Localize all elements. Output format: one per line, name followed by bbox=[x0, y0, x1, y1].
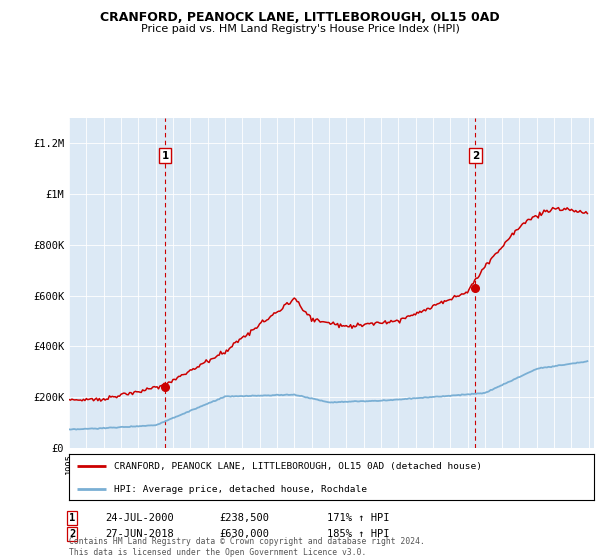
Text: 185% ↑ HPI: 185% ↑ HPI bbox=[327, 529, 389, 539]
Text: CRANFORD, PEANOCK LANE, LITTLEBOROUGH, OL15 0AD (detached house): CRANFORD, PEANOCK LANE, LITTLEBOROUGH, O… bbox=[113, 462, 482, 471]
Text: Price paid vs. HM Land Registry's House Price Index (HPI): Price paid vs. HM Land Registry's House … bbox=[140, 24, 460, 34]
Text: 24-JUL-2000: 24-JUL-2000 bbox=[105, 513, 174, 523]
Text: £238,500: £238,500 bbox=[219, 513, 269, 523]
Text: 27-JUN-2018: 27-JUN-2018 bbox=[105, 529, 174, 539]
Text: Contains HM Land Registry data © Crown copyright and database right 2024.
This d: Contains HM Land Registry data © Crown c… bbox=[69, 537, 425, 557]
Text: HPI: Average price, detached house, Rochdale: HPI: Average price, detached house, Roch… bbox=[113, 485, 367, 494]
Text: 2: 2 bbox=[472, 151, 479, 161]
Text: £630,000: £630,000 bbox=[219, 529, 269, 539]
Text: CRANFORD, PEANOCK LANE, LITTLEBOROUGH, OL15 0AD: CRANFORD, PEANOCK LANE, LITTLEBOROUGH, O… bbox=[100, 11, 500, 24]
Text: 1: 1 bbox=[161, 151, 169, 161]
Text: 171% ↑ HPI: 171% ↑ HPI bbox=[327, 513, 389, 523]
Text: 2: 2 bbox=[69, 529, 75, 539]
Text: 1: 1 bbox=[69, 513, 75, 523]
